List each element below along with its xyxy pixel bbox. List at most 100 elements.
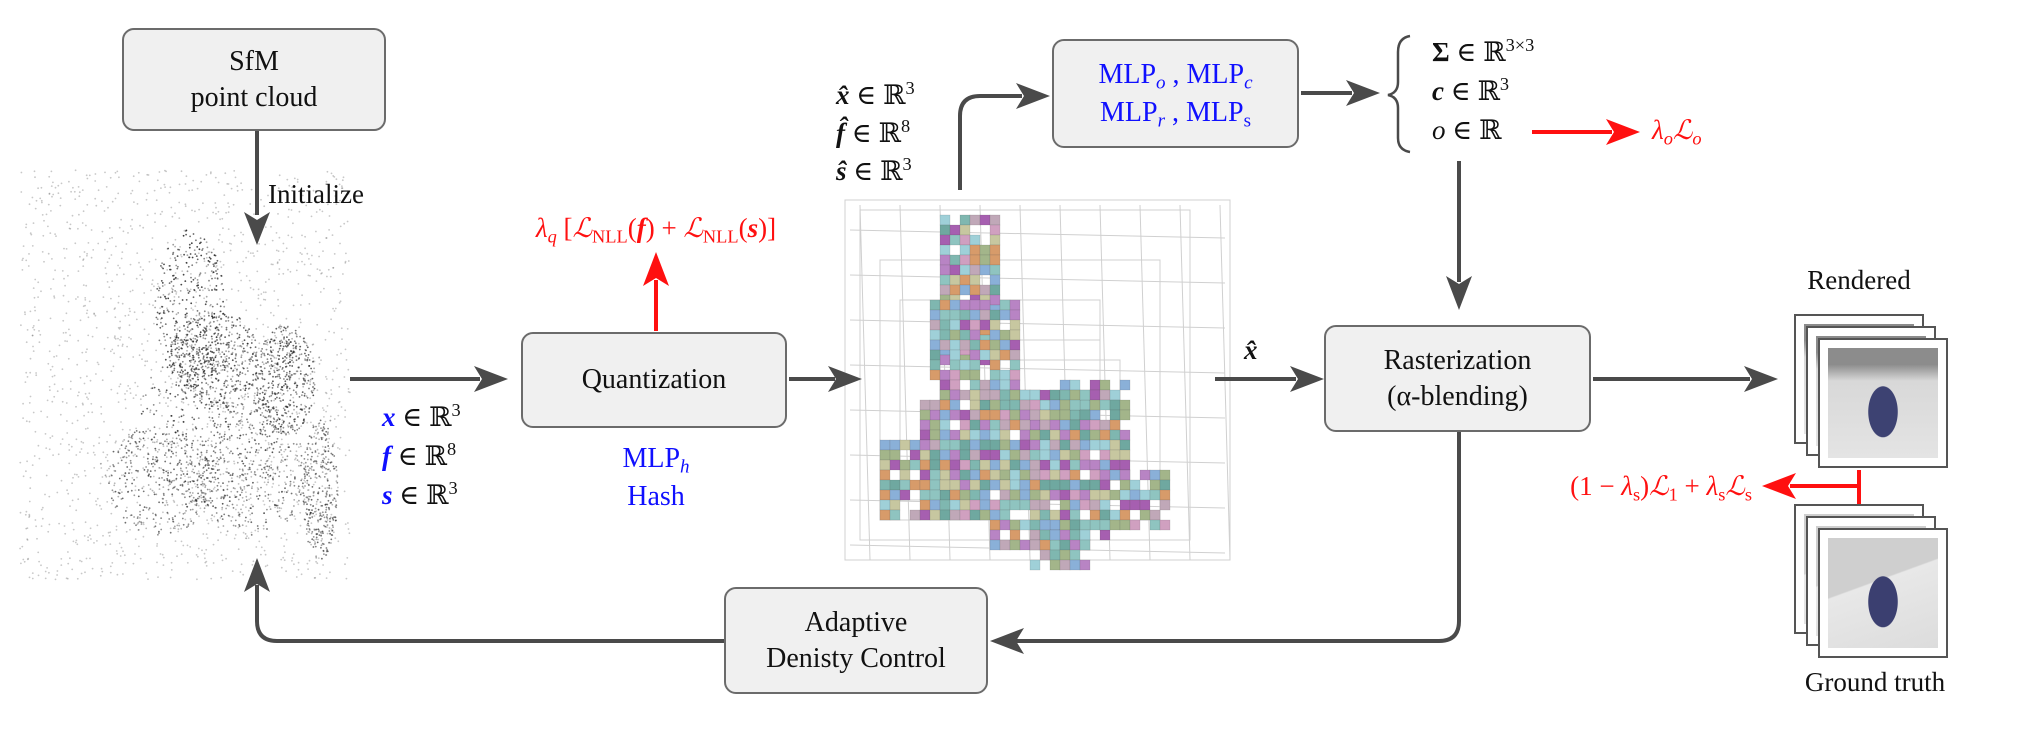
point (108, 286, 111, 289)
point (285, 357, 288, 359)
point (219, 310, 222, 313)
point (130, 338, 132, 340)
point (242, 462, 245, 465)
point (160, 280, 163, 282)
point (147, 469, 149, 471)
point (269, 474, 272, 477)
point (281, 419, 284, 422)
point (166, 445, 169, 448)
point (212, 450, 215, 453)
math-segment: λ (535, 213, 548, 243)
point (125, 456, 128, 459)
point (223, 395, 226, 397)
math-segment: NLL (592, 226, 628, 247)
point (239, 571, 242, 573)
point (152, 518, 155, 520)
point (298, 446, 300, 448)
point (259, 428, 262, 431)
point (277, 373, 279, 376)
point (270, 464, 272, 466)
point (326, 503, 329, 506)
point (336, 475, 339, 478)
point (250, 358, 252, 361)
point (71, 482, 73, 484)
point (282, 357, 284, 360)
point (117, 495, 120, 498)
point (205, 451, 208, 454)
point (205, 548, 208, 551)
point (168, 479, 171, 482)
math-segment: ℒ (1672, 115, 1693, 146)
point (191, 347, 193, 350)
point (79, 319, 82, 322)
point (31, 196, 34, 199)
point (172, 243, 175, 246)
point (318, 356, 320, 359)
point (201, 549, 203, 552)
point (214, 422, 216, 425)
point (226, 361, 229, 363)
point (186, 321, 188, 323)
point (173, 364, 176, 367)
quantized-feature: f̂ ∈ ℝ8 (836, 114, 915, 152)
point (169, 300, 172, 302)
point (202, 358, 205, 360)
point (200, 401, 203, 404)
math-segment: 3 (902, 153, 912, 174)
point (167, 484, 170, 487)
point (278, 475, 280, 478)
point (187, 324, 190, 326)
point (24, 311, 26, 314)
point (161, 285, 164, 287)
point (261, 361, 264, 364)
point (131, 477, 134, 479)
point (288, 208, 290, 211)
point (206, 359, 209, 362)
point (236, 345, 239, 347)
quantized-scale: ŝ ∈ ℝ3 (836, 152, 915, 190)
point (315, 280, 318, 282)
point (304, 518, 306, 521)
output-opacity: o ∈ ℝ (1432, 111, 1534, 150)
point (263, 466, 266, 469)
point (290, 473, 292, 476)
point (53, 295, 55, 298)
point (330, 452, 333, 455)
point (44, 570, 47, 573)
sfm-point-cloud-box: SfM point cloud (122, 28, 386, 131)
point (315, 556, 318, 559)
point (213, 481, 216, 483)
point (285, 329, 287, 332)
point (181, 270, 184, 272)
point (60, 558, 63, 560)
point (213, 365, 215, 368)
point (122, 573, 124, 575)
point (196, 339, 199, 342)
attribute-mlps-box: MLPo , MLPc MLPr , MLPs (1052, 39, 1299, 148)
point (287, 362, 290, 365)
point (247, 335, 249, 338)
point (96, 540, 98, 542)
point (241, 420, 243, 423)
point (304, 247, 306, 250)
point (167, 297, 170, 300)
point (162, 433, 164, 436)
point (240, 491, 243, 494)
point (160, 467, 163, 470)
point (213, 320, 215, 323)
point (244, 477, 247, 480)
point (204, 303, 207, 306)
math-segment: , MLP (1165, 96, 1244, 128)
point (106, 310, 108, 313)
point (262, 385, 264, 388)
point (281, 502, 284, 505)
point (198, 273, 201, 276)
point (150, 376, 153, 379)
math-segment: ∈ ℝ (845, 118, 901, 148)
math-segment: 3×3 (1505, 34, 1535, 55)
point (205, 334, 208, 336)
math-segment: 8 (446, 438, 457, 459)
point (158, 339, 161, 342)
point (153, 285, 155, 288)
quantization-label: Quantization (581, 364, 727, 395)
